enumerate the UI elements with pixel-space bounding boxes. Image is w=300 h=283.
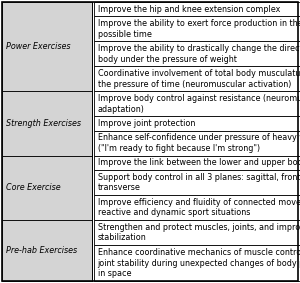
- Bar: [2, 220, 91, 281]
- Text: Improve the ability to drastically change the direction of the
body under the pr: Improve the ability to drastically chang…: [98, 44, 300, 64]
- Bar: [94, 220, 300, 245]
- Bar: [94, 156, 300, 170]
- Bar: [94, 41, 300, 66]
- Bar: [94, 195, 300, 220]
- Text: Strengthen and protect muscles, joints, and improve
stabilization: Strengthen and protect muscles, joints, …: [98, 223, 300, 243]
- Text: Improve joint protection: Improve joint protection: [98, 119, 195, 128]
- Text: Pre-hab Exercises: Pre-hab Exercises: [6, 246, 77, 255]
- Bar: [94, 245, 300, 281]
- Bar: [2, 91, 91, 156]
- Text: Improve the link between the lower and upper body: Improve the link between the lower and u…: [98, 158, 300, 167]
- Text: Enhance self-confidence under pressure of heavy weight
("I'm ready to fight beca: Enhance self-confidence under pressure o…: [98, 133, 300, 153]
- Text: Coordinative involvement of total body musculature under
the pressure of time (n: Coordinative involvement of total body m…: [98, 69, 300, 89]
- Bar: [94, 170, 300, 195]
- Bar: [94, 16, 300, 41]
- Bar: [94, 116, 300, 131]
- Bar: [94, 66, 300, 91]
- Text: Improve the ability to exert force production in the shortest
possible time: Improve the ability to exert force produ…: [98, 19, 300, 38]
- Bar: [94, 131, 300, 156]
- Bar: [2, 2, 91, 91]
- Text: Enhance coordinative mechanics of muscle control and
joint stability during unex: Enhance coordinative mechanics of muscle…: [98, 248, 300, 278]
- Text: Improve body control against resistance (neuromuscular
adaptation): Improve body control against resistance …: [98, 94, 300, 114]
- Text: Improve the hip and knee extension complex: Improve the hip and knee extension compl…: [98, 5, 280, 14]
- Bar: [94, 91, 300, 116]
- Bar: [94, 2, 300, 16]
- Text: Power Exercises: Power Exercises: [6, 42, 70, 51]
- Text: Support body control in all 3 planes: sagittal, frontal,
transverse: Support body control in all 3 planes: sa…: [98, 173, 300, 192]
- Text: Improve efficiency and fluidity of connected movement in
reactive and dynamic sp: Improve efficiency and fluidity of conne…: [98, 198, 300, 217]
- Text: Core Exercise: Core Exercise: [6, 183, 61, 192]
- Text: Strength Exercises: Strength Exercises: [6, 119, 81, 128]
- Bar: [2, 156, 91, 220]
